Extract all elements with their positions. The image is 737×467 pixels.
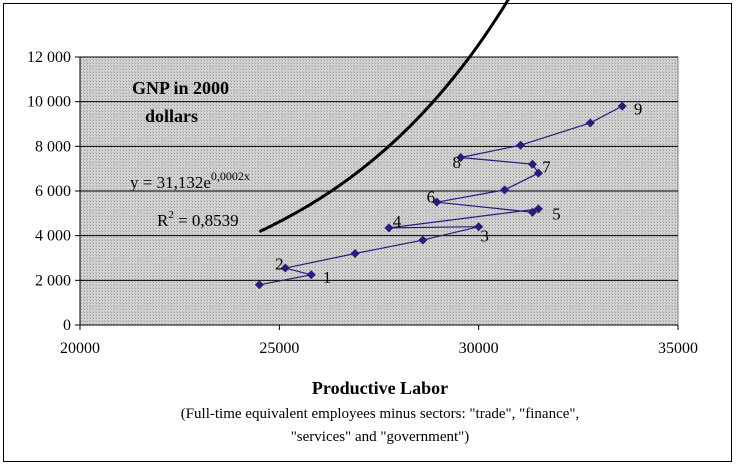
x-axis-sublabel-line-2: "services" and "government") [291,429,470,445]
data-point-6 [474,222,484,232]
point-label-9: 9 [634,99,643,118]
r-squared-exponent: 2 [168,209,174,221]
data-point-9 [527,207,537,217]
data-point-13 [527,159,537,169]
point-label-2: 2 [275,255,284,274]
x-axis-label: Productive Labor [312,378,448,398]
data-point-4 [350,249,360,259]
point-label-5: 5 [552,204,561,223]
data-point-16 [585,118,595,128]
r-squared-value: = 0,8539 [174,211,239,230]
data-point-15 [516,140,526,150]
data-point-17 [617,101,627,111]
point-label-3: 3 [480,227,489,246]
r-squared-base: R [157,211,169,230]
y-tick-label-5: 10 000 [27,94,71,111]
x-tick-label-3: 35000 [658,340,698,357]
r-squared: R2 = 0,8539 [157,209,239,230]
data-point-7 [384,223,394,233]
data-point-3 [280,263,290,273]
trend-equation-base: y = 31,132e [130,173,211,192]
data-point-12 [533,168,543,178]
trend-equation-exponent: 0,0002x [211,169,250,183]
data-point-2 [306,270,316,280]
data-point-1 [254,280,264,290]
point-label-4: 4 [393,212,402,231]
data-point-10 [432,197,442,207]
x-axis-sublabel-line-1: (Full-time equivalent employees minus se… [181,406,580,422]
chart-title-line-1: GNP in 2000 [132,78,229,98]
x-tick-label-2: 30000 [459,340,499,357]
y-tick-label-4: 8 000 [35,138,71,155]
point-label-1: 1 [323,268,332,287]
x-tick-label-1: 25000 [259,340,299,357]
chart-title-line-2: dollars [145,106,198,126]
data-point-14 [456,153,466,162]
y-tick-label-1: 2 000 [35,272,71,289]
exponential-trendline [258,0,510,233]
point-label-7: 7 [542,157,551,176]
point-label-8: 8 [452,153,461,172]
point-label-6: 6 [427,188,436,207]
y-tick-label-2: 4 000 [35,228,71,245]
y-tick-label-3: 6 000 [35,183,71,200]
x-tick-label-0: 20000 [60,340,100,357]
y-tick-label-6: 12 000 [27,49,71,66]
trend-equation: y = 31,132e0,0002x [130,169,250,192]
data-point-11 [500,185,510,195]
data-point-5 [418,235,428,245]
data-point-8 [533,204,543,214]
y-tick-label-0: 0 [63,317,71,334]
